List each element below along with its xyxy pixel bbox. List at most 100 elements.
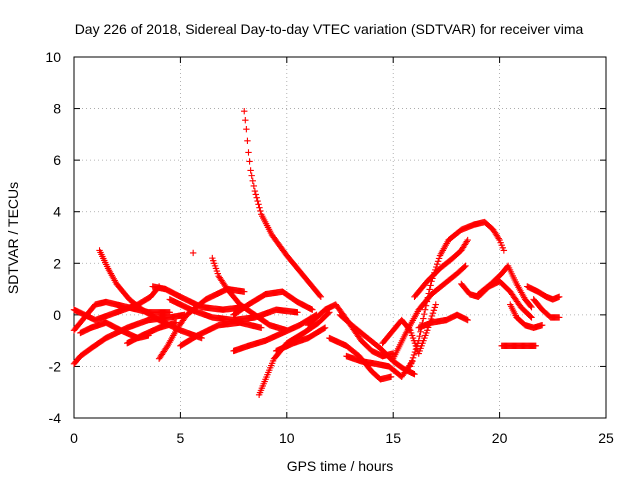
data-point — [189, 249, 197, 257]
data-point — [244, 137, 251, 145]
series-arc-24 — [390, 262, 469, 362]
data-point — [321, 324, 329, 331]
series-arc-15 — [230, 311, 320, 355]
data-point — [408, 357, 416, 364]
y-tick-label: 2 — [53, 255, 61, 271]
data-point — [432, 301, 439, 308]
data-point — [241, 107, 248, 115]
data-point — [253, 194, 260, 201]
data-point — [428, 312, 436, 320]
data-point — [415, 337, 422, 344]
series-arc-21 — [343, 352, 416, 380]
data-point — [555, 293, 563, 301]
series-arc-25 — [411, 236, 471, 301]
data-point — [434, 258, 442, 265]
x-tick-label: 0 — [70, 430, 78, 446]
x-tick-label: 15 — [385, 430, 401, 446]
data-point — [254, 197, 261, 205]
data-point — [250, 182, 258, 190]
data-point — [495, 235, 502, 242]
y-tick-label: 8 — [53, 101, 61, 117]
data-point — [387, 373, 395, 380]
x-axis-label: GPS time / hours — [287, 458, 394, 474]
data-point — [528, 314, 535, 321]
y-tick-label: -4 — [49, 410, 62, 426]
y-tick-label: 0 — [53, 307, 61, 323]
data-point — [255, 201, 262, 208]
data-point — [416, 333, 423, 340]
series-arc-10 — [177, 319, 265, 349]
series-arc-11 — [209, 254, 290, 334]
data-point — [413, 343, 421, 350]
data-point — [527, 313, 534, 320]
plot-frame — [73, 56, 607, 419]
data-point — [172, 319, 180, 326]
data-point — [430, 307, 438, 314]
data-point — [411, 348, 419, 356]
data-point — [464, 236, 471, 244]
data-point — [407, 363, 414, 370]
y-tick-label: 4 — [53, 204, 61, 220]
data-point — [249, 177, 256, 184]
x-tick-label: 5 — [177, 430, 185, 446]
data-point — [309, 306, 316, 313]
data-point — [527, 302, 534, 310]
data-point — [421, 306, 429, 313]
data-point — [431, 304, 439, 311]
data-point — [555, 314, 563, 321]
data-point — [410, 351, 418, 359]
chart-title: Day 226 of 2018, Sidereal Day-to-day VTE… — [75, 21, 584, 37]
data-point — [248, 172, 255, 179]
y-axis-label: SDTVAR / TECUs — [5, 182, 21, 294]
data-point — [427, 282, 434, 289]
data-point — [316, 292, 324, 299]
data-point — [294, 309, 301, 316]
data-point — [409, 354, 417, 362]
y-tick-label: 10 — [45, 49, 61, 65]
series-arc-30 — [524, 283, 563, 303]
data-point — [242, 116, 249, 124]
data-point — [424, 327, 431, 334]
data-point — [435, 255, 443, 262]
x-tick-label: 10 — [279, 430, 295, 446]
data-point — [412, 346, 420, 353]
data-point — [166, 309, 173, 316]
data-point — [414, 340, 421, 347]
data-point — [257, 207, 264, 215]
data-point — [463, 238, 470, 245]
data-point — [426, 286, 433, 293]
grid-lines — [74, 57, 606, 418]
data-point — [538, 321, 546, 329]
series-arc-31 — [530, 296, 563, 321]
data-point — [528, 303, 535, 311]
data-point — [464, 316, 471, 324]
data-point — [243, 126, 250, 133]
data-point — [420, 315, 427, 322]
data-point — [247, 167, 254, 174]
data-point — [500, 247, 508, 254]
data-point — [256, 204, 263, 211]
data-point — [462, 262, 469, 270]
data-point — [421, 310, 428, 318]
data-point — [241, 288, 248, 295]
y-tick-label: -2 — [49, 358, 62, 374]
x-tick-label: 20 — [492, 430, 508, 446]
data-point — [251, 187, 259, 195]
x-tick-label: 25 — [598, 430, 614, 446]
series-arc-17 — [272, 324, 329, 355]
data-point — [317, 293, 325, 301]
y-tick-label: 6 — [53, 152, 61, 168]
data-point — [407, 360, 415, 367]
data-point — [246, 158, 253, 165]
series-arc-19 — [326, 334, 395, 383]
series-arc-26 — [415, 311, 471, 331]
data-point — [245, 149, 252, 156]
series-arc-28 — [475, 262, 535, 311]
data-point — [320, 325, 328, 332]
series-arc-29 — [507, 301, 546, 331]
axis-ticks: 0 5 10 15 20 25 -4 -2 0 2 4 6 8 10 — [45, 49, 614, 446]
data-point — [411, 370, 418, 378]
data-point — [429, 309, 437, 317]
series-arc-32 — [498, 342, 539, 349]
